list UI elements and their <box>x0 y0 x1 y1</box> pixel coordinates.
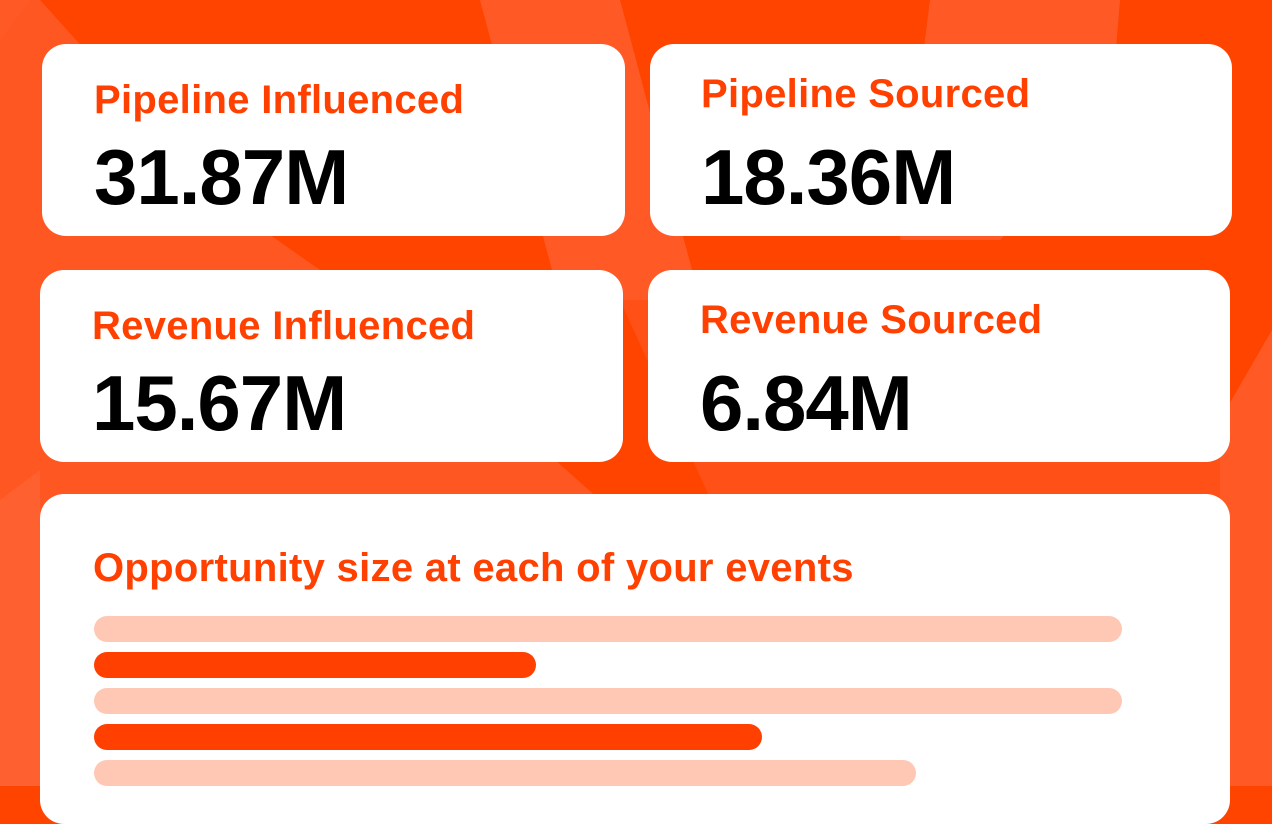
opportunity-bar-light <box>94 616 1122 642</box>
opportunity-bar-dark <box>94 724 762 750</box>
opportunity-bar-light <box>94 688 1122 714</box>
metric-label: Pipeline Influenced <box>94 78 465 122</box>
metric-card-pipeline-sourced: Pipeline Sourced 18.36M <box>650 44 1232 236</box>
metric-value: 18.36M <box>701 133 956 221</box>
metric-value: 31.87M <box>94 133 349 221</box>
opportunity-card: Opportunity size at each of your events <box>40 494 1230 824</box>
opportunity-bar-dark <box>94 652 536 678</box>
opportunity-bar-light <box>94 760 916 786</box>
metric-value: 6.84M <box>700 359 913 447</box>
metric-card-pipeline-influenced: Pipeline Influenced 31.87M <box>42 44 625 236</box>
metric-value: 15.67M <box>92 359 347 447</box>
opportunity-title: Opportunity size at each of your events <box>93 546 854 590</box>
metric-card-revenue-influenced: Revenue Influenced 15.67M <box>40 270 623 462</box>
metric-label: Revenue Sourced <box>700 298 1043 342</box>
metric-label: Pipeline Sourced <box>701 72 1031 116</box>
metric-label: Revenue Influenced <box>92 304 476 348</box>
metric-card-revenue-sourced: Revenue Sourced 6.84M <box>648 270 1230 462</box>
